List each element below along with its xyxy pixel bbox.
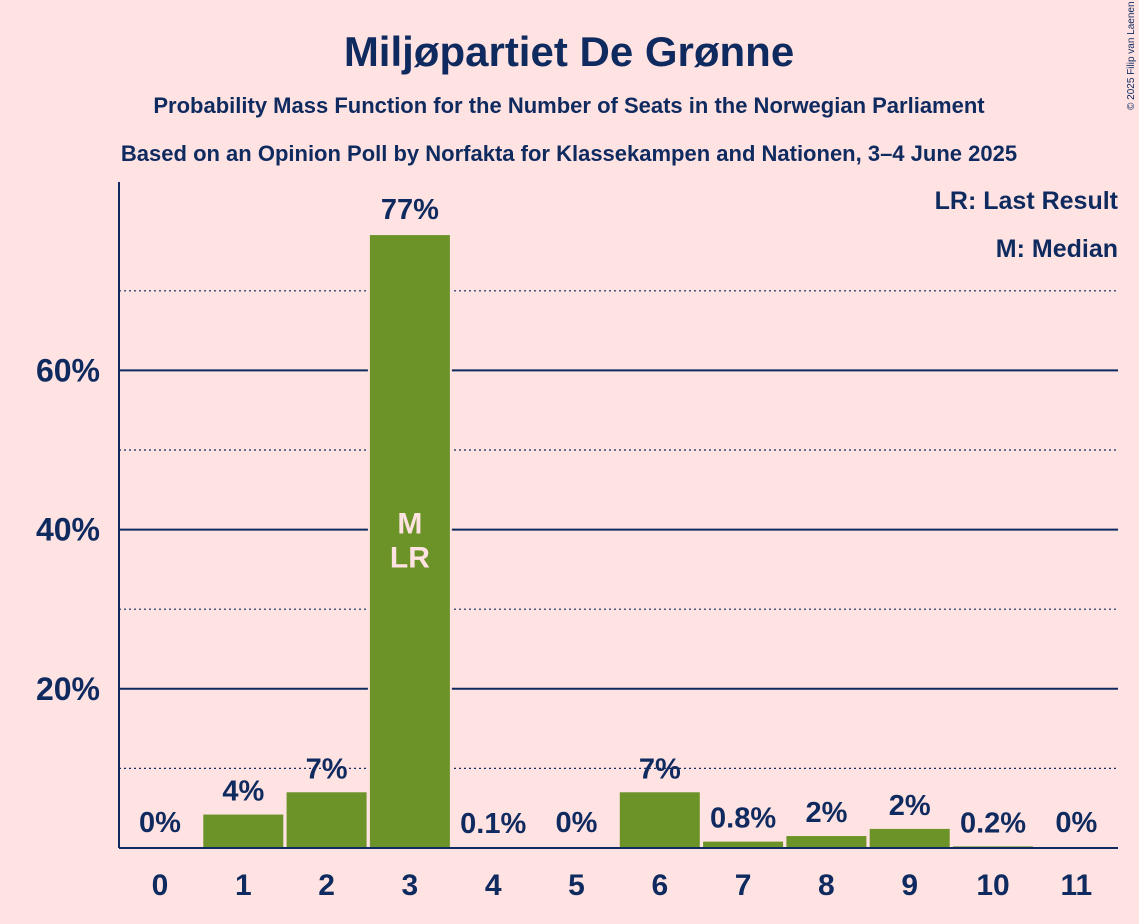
- bar: [203, 814, 284, 848]
- x-tick-label: 3: [402, 869, 419, 902]
- bar-value-label: 0%: [556, 807, 598, 839]
- y-axis-ticks: 20% 40% 60%: [36, 352, 100, 706]
- x-tick-label: 1: [235, 869, 252, 902]
- bar: [703, 841, 784, 848]
- gridlines: [119, 290, 1118, 770]
- chart-subtitle: Probability Mass Function for the Number…: [153, 93, 985, 118]
- bar-value-label: 0.2%: [960, 807, 1026, 839]
- x-tick-label: 8: [818, 869, 835, 902]
- bar: [786, 836, 867, 848]
- bar-value-label: 2%: [889, 790, 931, 822]
- bar-value-label: 2%: [805, 797, 847, 829]
- bar-gap: [451, 845, 536, 848]
- bar: [369, 235, 450, 848]
- bar-value-label: 7%: [306, 753, 348, 785]
- bar-value-label: 0.8%: [710, 803, 776, 835]
- x-tick-label: 2: [318, 869, 335, 902]
- bar: [619, 792, 700, 848]
- y-tick-label: 40%: [36, 512, 100, 548]
- y-tick-label: 60%: [36, 352, 100, 388]
- chart-title: Miljøpartiet De Grønne: [344, 28, 794, 75]
- bar-labels: 0% 4% 7% 77% 0.1% 0% 7% 0.8% 2% 2% 0.2% 0% MLR: [139, 194, 1097, 840]
- bar-value-label: 77%: [381, 194, 439, 226]
- chart-subtitle-source: Based on an Opinion Poll by Norfakta for…: [121, 141, 1017, 166]
- legend-last-result: LR: Last Result: [935, 187, 1119, 215]
- bar: [286, 792, 367, 848]
- bar-value-label: 7%: [639, 753, 681, 785]
- x-tick-label: 6: [651, 869, 668, 902]
- x-tick-label: 11: [1060, 869, 1092, 902]
- x-tick-label: 7: [735, 869, 752, 902]
- x-tick-label: 4: [485, 869, 502, 902]
- bar: [869, 828, 950, 848]
- x-tick-label: 9: [901, 869, 918, 902]
- legend-median: M: Median: [996, 235, 1118, 263]
- last-result-marker: LR: [390, 542, 430, 575]
- x-axis-ticks: 0 1 2 3 4 5 6 7 8 9 10 11: [152, 869, 1093, 902]
- median-marker: M: [397, 508, 422, 541]
- bar-value-label: 4%: [222, 776, 264, 808]
- bar-value-label: 0%: [1055, 807, 1097, 839]
- x-tick-label: 0: [152, 869, 169, 902]
- bar-gap: [951, 844, 1035, 848]
- bar-value-label: 0.1%: [460, 808, 526, 840]
- y-tick-label: 20%: [36, 671, 100, 707]
- copyright-note: © 2025 Filip van Laenen: [1126, 1, 1137, 110]
- bar-value-label: 0%: [139, 807, 181, 839]
- x-tick-label: 5: [568, 869, 585, 902]
- x-tick-label: 10: [976, 869, 1009, 902]
